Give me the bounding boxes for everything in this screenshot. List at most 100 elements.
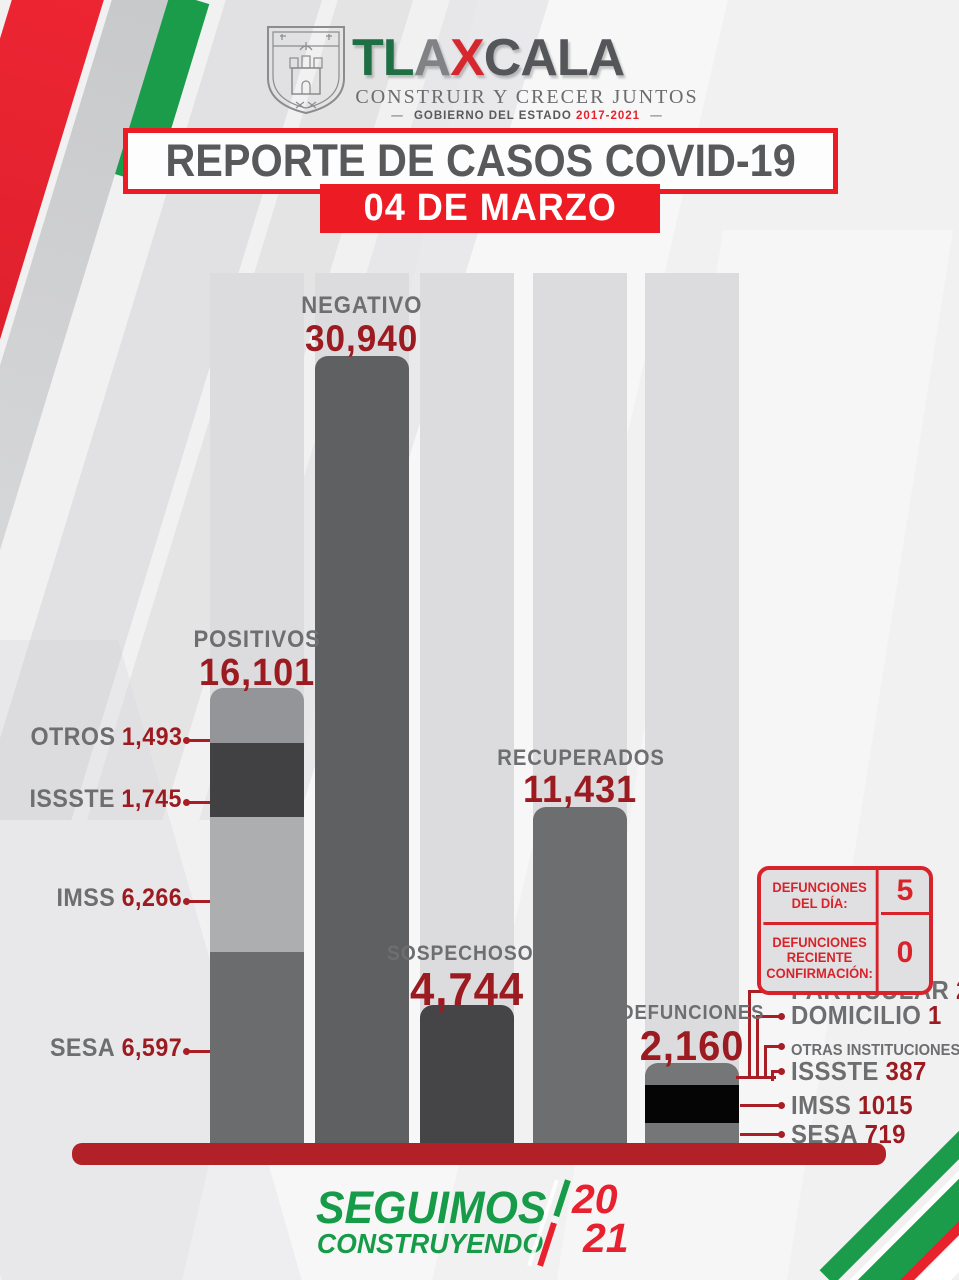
connector-dot: [183, 898, 190, 905]
stats-row-value: 5: [881, 870, 929, 915]
government-years: 2017-2021: [576, 110, 641, 122]
stats-row-label: DEFUNCIONES RECIENTE CONFIRMACIÓN:: [763, 925, 879, 991]
category-value: 11,431: [522, 769, 638, 811]
stats-row-label: DEFUNCIONES DEL DÍA:: [763, 870, 879, 925]
connector-line: [771, 1070, 774, 1081]
bar-segment-defunciones-otros: [645, 1063, 739, 1085]
footer-year: 20 21: [572, 1179, 629, 1261]
bar-segment-sesa: [210, 952, 304, 1143]
connector-dot: [183, 799, 190, 806]
callout-imss: IMSS 6,266: [56, 884, 182, 913]
government-label: GOBIERNO DEL ESTADO: [413, 110, 572, 122]
connector-line: [188, 900, 210, 903]
category-value: 2,160: [639, 1022, 745, 1069]
connector-line: [756, 1015, 759, 1079]
connector-line: [764, 1045, 767, 1079]
callout-label: IMSS: [791, 1090, 852, 1120]
category-name: POSITIVOS: [193, 626, 321, 653]
deaths-stats-table: DEFUNCIONES DEL DÍA: 5 DEFUNCIONES RECIE…: [757, 866, 933, 995]
bar-segment-defunciones-imss: [645, 1085, 739, 1123]
report-title: REPORTE DE CASOS COVID-19: [165, 135, 796, 186]
callout-label: ISSSTE: [791, 1056, 879, 1086]
connector-line: [188, 739, 210, 742]
label-defunciones: DEFUNCIONES 2,160: [602, 1002, 782, 1067]
chart-track-defunciones: [645, 273, 739, 1150]
bar-recuperados: [533, 807, 627, 1143]
category-name: RECUPERADOS: [497, 745, 665, 770]
callout-value: 387: [885, 1056, 927, 1086]
callout-label: SESA: [49, 1034, 116, 1062]
label-recuperados: RECUPERADOS 11,431: [490, 745, 670, 809]
callout-issste-def: ISSSTE 387: [791, 1056, 927, 1087]
bar-segment-issste: [210, 743, 304, 817]
callout-otras-instituciones: OTRAS INSTITUCIONES 12: [791, 1031, 959, 1062]
connector-dot: [778, 1102, 785, 1109]
category-name: SOSPECHOSOS: [386, 942, 548, 965]
report-date-box: 04 DE MARZO: [320, 184, 660, 233]
bar-segment-imss: [210, 817, 304, 952]
dash-decoration: —: [650, 110, 663, 122]
footer-slogan-line2: CONSTRUYENDO: [316, 1228, 544, 1259]
tlaxcala-wordmark: TLAXCALA: [352, 28, 625, 88]
label-positivos: POSITIVOS 16,101: [167, 626, 347, 692]
connector-dot: [778, 1131, 785, 1138]
header-tagline: CONSTRUIR Y CRECER JUNTOS: [355, 86, 699, 108]
callout-issste: ISSSTE 1,745: [30, 785, 182, 814]
bar-segment-otros: [210, 688, 304, 743]
callout-sesa: SESA 6,597: [50, 1034, 182, 1063]
connector-line: [771, 1070, 781, 1073]
bar-defunciones: [645, 1063, 739, 1143]
callout-imss-def: IMSS 1015: [791, 1090, 913, 1121]
callout-value: 6,597: [121, 1034, 182, 1062]
bar-positivos: [210, 688, 304, 1143]
category-name: NEGATIVO: [301, 292, 423, 319]
bar-sospechosos: [420, 1005, 514, 1143]
coat-of-arms: [267, 26, 345, 115]
dash-decoration: —: [391, 110, 404, 122]
callout-label: OTRAS INSTITUCIONES: [791, 1042, 959, 1059]
connector-dot: [778, 1043, 785, 1050]
wordmark-x: X: [450, 29, 485, 87]
connector-line: [740, 1104, 781, 1107]
connector-dot: [778, 1068, 785, 1075]
report-date: 04 DE MARZO: [363, 187, 617, 229]
callout-label: IMSS: [56, 884, 116, 912]
connector-line: [748, 990, 751, 1079]
bar-segment-defunciones-sesa: [645, 1123, 739, 1143]
category-name: DEFUNCIONES: [619, 1002, 765, 1024]
wordmark-a: A: [413, 29, 452, 87]
callout-domicilio: DOMICILIO 1: [791, 1000, 942, 1031]
callout-value: 1015: [857, 1090, 914, 1120]
callout-value: 1,493: [121, 723, 182, 751]
footer-slogan-line1: SEGUIMOS: [316, 1182, 547, 1233]
connector-line: [764, 1045, 781, 1048]
connector-dot: [183, 737, 190, 744]
callout-value: 26: [956, 975, 959, 1005]
wordmark-cala: CALA: [483, 29, 625, 87]
category-value: 30,940: [305, 318, 419, 359]
footer-year-bottom: 21: [583, 1214, 629, 1261]
callout-label: ISSSTE: [29, 785, 116, 813]
callout-value: 1,745: [121, 785, 182, 813]
callout-label: DOMICILIO: [791, 1000, 922, 1030]
connector-line: [188, 801, 210, 804]
stats-row-value: 0: [896, 936, 914, 969]
callout-value: 6,266: [121, 884, 182, 912]
label-sospechosos: SOSPECHOSOS 4,744: [377, 942, 557, 1012]
label-negativo: NEGATIVO 30,940: [272, 292, 452, 357]
chart-track-sospechosos: [420, 273, 514, 1150]
chart-baseline: [72, 1143, 886, 1165]
connector-dot: [778, 1013, 785, 1020]
header-government-line: — GOBIERNO DEL ESTADO 2017-2021 —: [352, 110, 702, 122]
callout-otros: OTROS 1,493: [30, 723, 182, 752]
category-value: 4,744: [409, 963, 525, 1015]
callout-value: 1: [928, 1000, 942, 1030]
footer-year-top: 20: [572, 1176, 618, 1222]
callout-label: OTROS: [30, 723, 116, 751]
connector-line: [740, 1133, 781, 1136]
connector-dot: [183, 1048, 190, 1055]
wordmark-tl: TL: [352, 29, 415, 87]
connector-line: [756, 1015, 781, 1018]
connector-line: [188, 1050, 210, 1053]
